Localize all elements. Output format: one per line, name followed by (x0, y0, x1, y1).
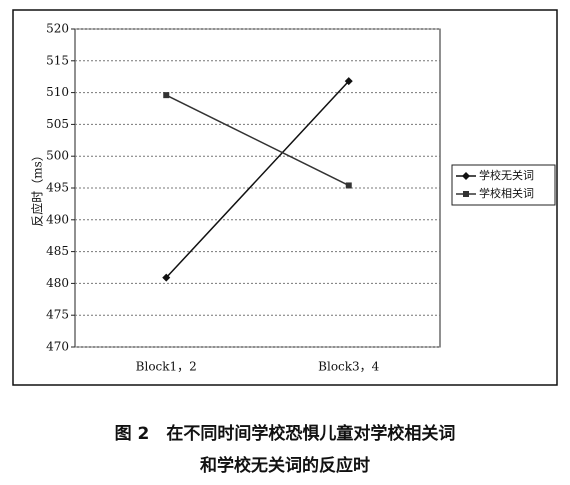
y-tick-label: 520 (46, 22, 69, 36)
point (163, 92, 170, 99)
point (162, 273, 171, 282)
y-tick-label: 470 (46, 340, 69, 354)
point (345, 182, 352, 189)
y-tick-label: 485 (46, 244, 69, 258)
y-tick-label: 515 (46, 53, 69, 67)
series-line (165, 94, 350, 187)
frame (12, 9, 558, 386)
caption: 图 2 在不同时间学校恐惧儿童对学校相关词 (115, 423, 456, 444)
legend-box (451, 164, 556, 206)
legend-label: 学校相关词 (479, 186, 534, 200)
x-tick-label: Block1，2 (136, 360, 197, 374)
caption: 和学校无关词的反应时 (200, 455, 370, 476)
y-tick-label: 480 (46, 276, 69, 290)
x-tick-label: Block3，4 (318, 360, 380, 374)
y-tick-label: 495 (46, 181, 69, 195)
series-line (165, 80, 350, 279)
y-tick-label: 490 (46, 212, 69, 226)
y-axis-label: 反应时（ms） (30, 149, 45, 227)
y-tick-label: 475 (46, 308, 69, 322)
plot-area (74, 28, 441, 348)
y-tick-label: 510 (46, 85, 69, 99)
y-tick-label: 500 (46, 149, 69, 163)
point (344, 77, 353, 86)
legend-label: 学校无关词 (479, 168, 534, 182)
y-tick-label: 505 (46, 117, 69, 131)
point (463, 191, 469, 197)
point (462, 172, 470, 180)
